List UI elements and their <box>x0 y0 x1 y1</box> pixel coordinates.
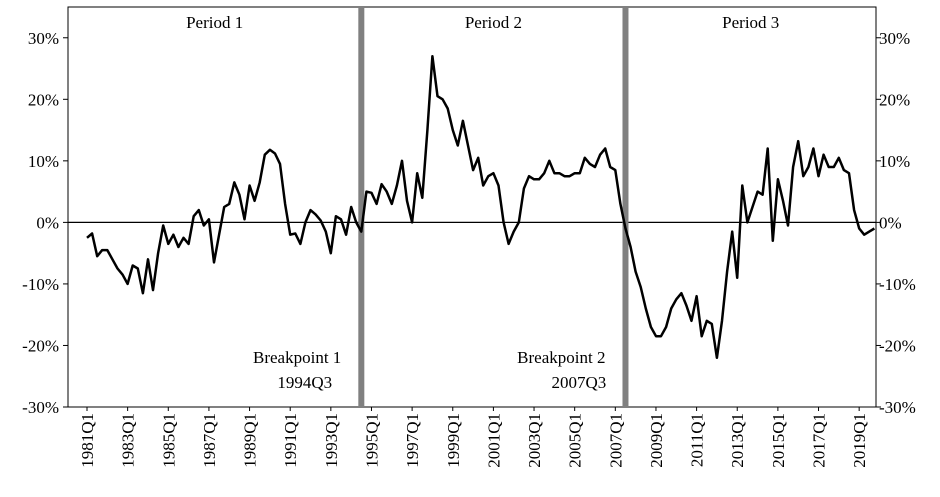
x-tick-label: 2011Q1 <box>688 413 707 467</box>
x-tick-label: 2007Q1 <box>606 413 625 468</box>
y2-tick-label: -30% <box>879 398 916 417</box>
x-tick-label: 1991Q1 <box>281 413 300 468</box>
x-tick-label: 1987Q1 <box>200 413 219 468</box>
x-tick-label: 1983Q1 <box>119 413 138 468</box>
series-line <box>86 54 876 360</box>
y-tick-label: 10% <box>28 152 59 171</box>
x-tick-label: 1997Q1 <box>403 413 422 468</box>
x-tick-label: 1981Q1 <box>78 413 97 468</box>
y2-tick-label: 0% <box>879 213 902 232</box>
y-tick-label: 20% <box>28 90 59 109</box>
breakpoint-date: 1994Q3 <box>277 373 332 392</box>
x-tick-label: 2017Q1 <box>810 413 829 468</box>
x-tick-label: 2003Q1 <box>525 413 544 468</box>
period-label: Period 3 <box>722 13 779 32</box>
breakpoint-date: 2007Q3 <box>551 373 606 392</box>
x-tick-label: 2019Q1 <box>850 413 869 468</box>
y2-tick-label: -10% <box>879 275 916 294</box>
x-tick-label: 1995Q1 <box>362 413 381 468</box>
y-tick-label: 30% <box>28 29 59 48</box>
y-tick-label: 0% <box>36 213 59 232</box>
y2-tick-label: -20% <box>879 336 916 355</box>
y2-tick-label: 10% <box>879 152 910 171</box>
period-label: Period 2 <box>465 13 522 32</box>
y-tick-label: -20% <box>22 336 59 355</box>
period-label: Period 1 <box>186 13 243 32</box>
breakpoint-label: Breakpoint 1 <box>253 348 341 367</box>
y-tick-label: -10% <box>22 275 59 294</box>
x-tick-label: 2009Q1 <box>647 413 666 468</box>
x-tick-label: 1985Q1 <box>159 413 178 468</box>
x-tick-label: 1999Q1 <box>444 413 463 468</box>
plot-frame <box>67 6 877 408</box>
breakpoint-label: Breakpoint 2 <box>517 348 605 367</box>
x-tick-label: 2001Q1 <box>484 413 503 468</box>
x-tick-label: 2015Q1 <box>769 413 788 468</box>
x-tick-label: 2005Q1 <box>566 413 585 468</box>
y2-tick-label: 20% <box>879 90 910 109</box>
x-tick-label: 1989Q1 <box>241 413 260 468</box>
x-tick-label: 1993Q1 <box>322 413 341 468</box>
y2-tick-label: 30% <box>879 29 910 48</box>
y-tick-label: -30% <box>22 398 59 417</box>
x-tick-label: 2013Q1 <box>728 413 747 468</box>
